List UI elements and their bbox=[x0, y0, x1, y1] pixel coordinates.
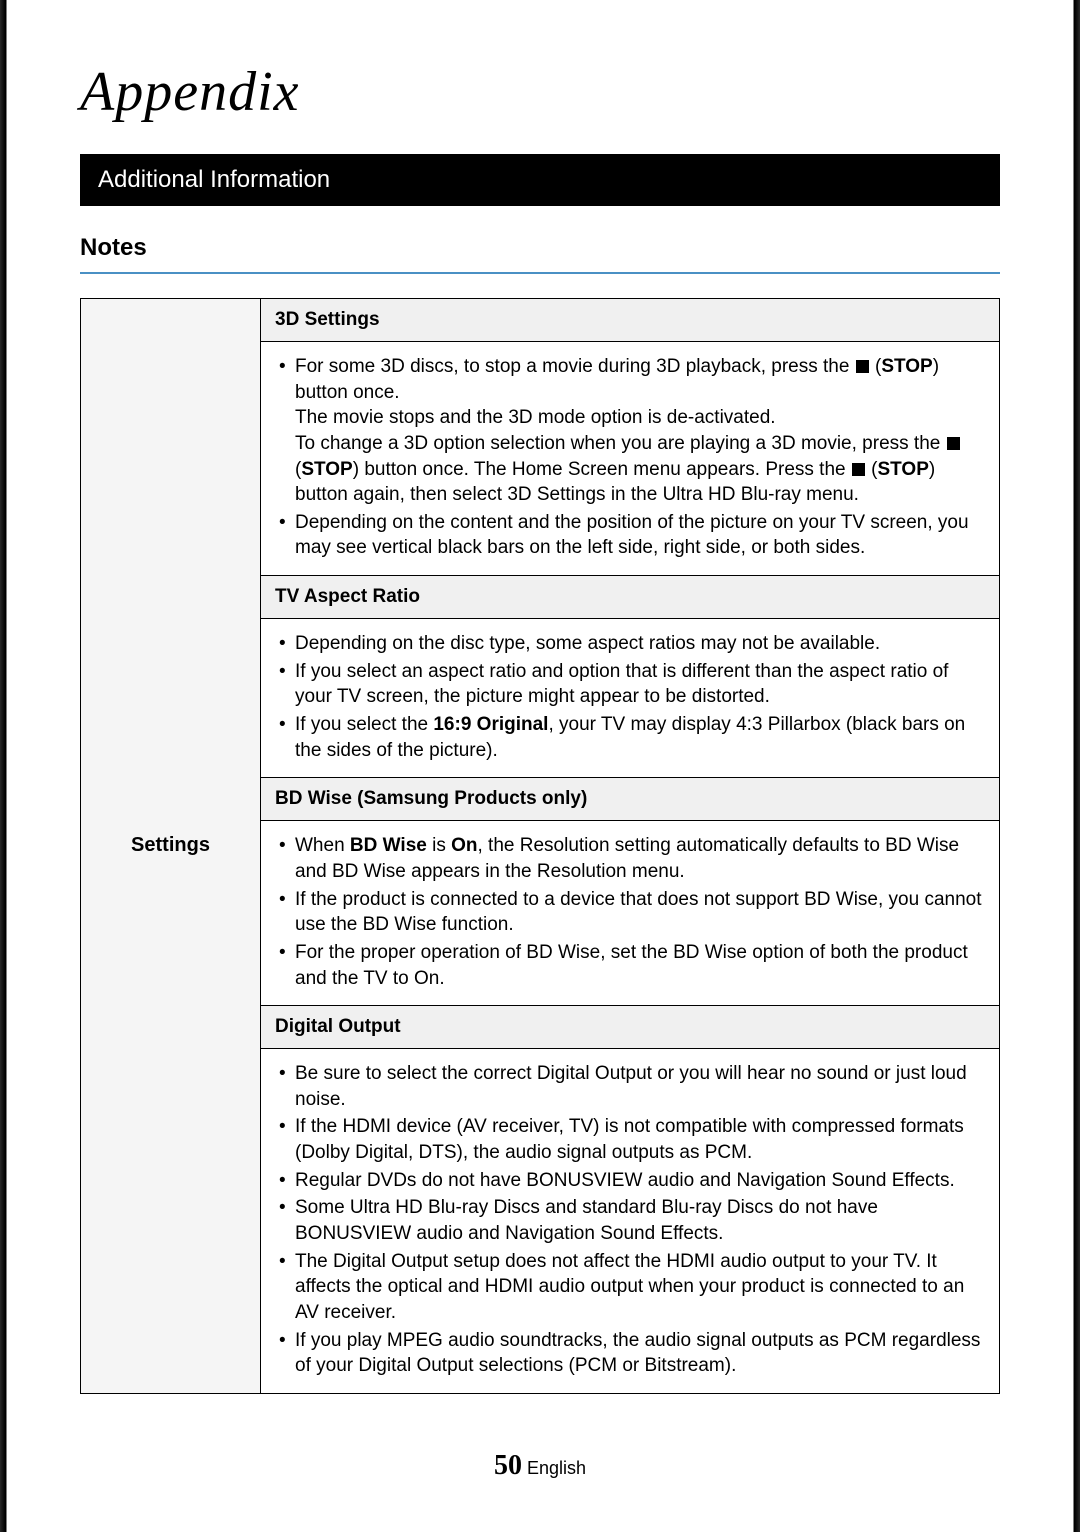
text: On bbox=[451, 835, 477, 856]
page-footer: 50 English bbox=[0, 1450, 1080, 1482]
text: For some 3D discs, to stop a movie durin… bbox=[295, 356, 855, 377]
notes-table: Settings 3D Settings For some 3D discs, … bbox=[80, 298, 1000, 1394]
content-aspect-ratio: Depending on the disc type, some aspect … bbox=[261, 619, 999, 777]
list-item: For the proper operation of BD Wise, set… bbox=[277, 940, 983, 991]
list-item: When BD Wise is On, the Resolution setti… bbox=[277, 833, 983, 884]
list-item: Regular DVDs do not have BONUSVIEW audio… bbox=[277, 1168, 983, 1194]
stop-label: STOP bbox=[301, 459, 352, 480]
list-item: Some Ultra HD Blu-ray Discs and standard… bbox=[277, 1195, 983, 1246]
text: The movie stops and the 3D mode option i… bbox=[295, 407, 776, 428]
text: To change a 3D option selection when you… bbox=[295, 433, 946, 454]
content-bd-wise: When BD Wise is On, the Resolution setti… bbox=[261, 821, 999, 1005]
text: ) button once. The Home Screen menu appe… bbox=[353, 459, 851, 480]
settings-content: 3D Settings For some 3D discs, to stop a… bbox=[261, 299, 1000, 1394]
text: is bbox=[427, 835, 451, 856]
stop-icon bbox=[852, 463, 865, 476]
language-label: English bbox=[527, 1458, 586, 1478]
list-item: If you play MPEG audio soundtracks, the … bbox=[277, 1328, 983, 1379]
stop-icon bbox=[947, 437, 960, 450]
list-item: If you select an aspect ratio and option… bbox=[277, 659, 983, 710]
list-item: Be sure to select the correct Digital Ou… bbox=[277, 1061, 983, 1112]
text: When bbox=[295, 835, 350, 856]
settings-label: Settings bbox=[81, 299, 261, 1394]
list-item: If you select the 16:9 Original, your TV… bbox=[277, 712, 983, 763]
list-item: The Digital Output setup does not affect… bbox=[277, 1249, 983, 1326]
stop-label: STOP bbox=[877, 459, 928, 480]
header-bd-wise: BD Wise (Samsung Products only) bbox=[261, 777, 999, 821]
section-header: Additional Information bbox=[80, 154, 1000, 206]
header-3d-settings: 3D Settings bbox=[261, 299, 999, 342]
header-digital-output: Digital Output bbox=[261, 1005, 999, 1049]
subsection-title: Notes bbox=[80, 234, 1000, 262]
list-item: For some 3D discs, to stop a movie durin… bbox=[277, 354, 983, 508]
divider bbox=[80, 272, 1000, 274]
page-number: 50 bbox=[494, 1450, 522, 1481]
content-digital-output: Be sure to select the correct Digital Ou… bbox=[261, 1049, 999, 1393]
list-item: If the product is connected to a device … bbox=[277, 887, 983, 938]
list-item: If the HDMI device (AV receiver, TV) is … bbox=[277, 1114, 983, 1165]
header-aspect-ratio: TV Aspect Ratio bbox=[261, 575, 999, 619]
text: BD Wise bbox=[350, 835, 427, 856]
list-item: Depending on the content and the positio… bbox=[277, 510, 983, 561]
text: 16:9 Original bbox=[433, 714, 548, 735]
stop-icon bbox=[856, 360, 869, 373]
content-3d-settings: For some 3D discs, to stop a movie durin… bbox=[261, 342, 999, 575]
stop-label: STOP bbox=[881, 356, 932, 377]
list-item: Depending on the disc type, some aspect … bbox=[277, 631, 983, 657]
text: If you select the bbox=[295, 714, 433, 735]
page-title: Appendix bbox=[80, 60, 1000, 124]
